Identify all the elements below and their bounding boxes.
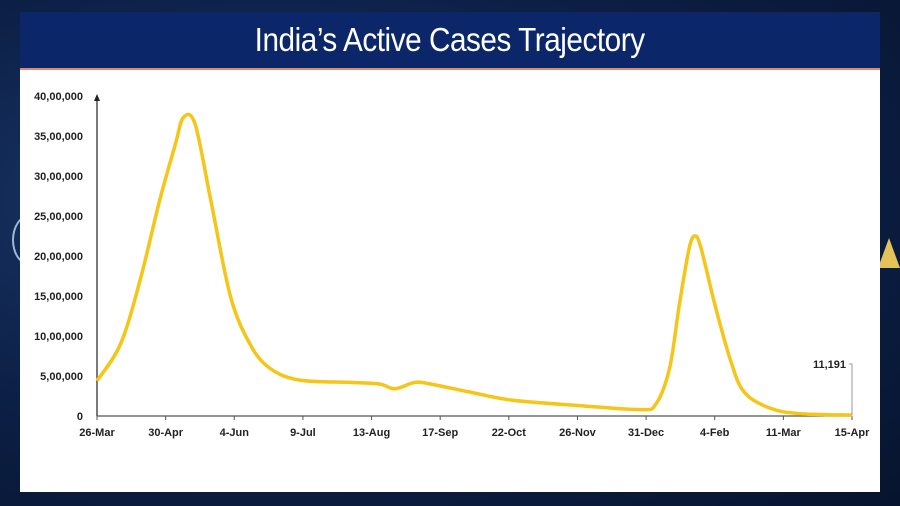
chart-title: India’s Active Cases Trajectory	[255, 21, 645, 58]
x-tick-label: 22-Oct	[492, 427, 527, 439]
y-tick-label: 25,00,000	[34, 211, 83, 223]
x-tick-label: 4-Jun	[220, 427, 250, 439]
chart-panel	[20, 70, 880, 492]
annotation-label: 11,191	[813, 359, 846, 371]
x-tick-label: 4-Feb	[700, 427, 730, 439]
x-tick-label: 26-Mar	[79, 427, 115, 439]
x-tick-label: 15-Apr	[835, 427, 871, 439]
y-tick-label: 5,00,000	[40, 371, 83, 383]
y-tick-label: 10,00,000	[34, 331, 83, 343]
y-tick-label: 40,00,000	[34, 91, 83, 103]
x-tick-label: 11-Mar	[766, 427, 802, 439]
annotation-leader-line	[849, 363, 853, 416]
title-banner: India’s Active Cases Trajectory	[20, 12, 880, 70]
y-axis-arrow	[94, 94, 100, 101]
y-tick-label: 15,00,000	[34, 291, 83, 303]
x-tick-label: 26-Nov	[559, 427, 597, 439]
x-tick-label: 13-Aug	[353, 427, 390, 439]
y-tick-label: 0	[77, 411, 83, 423]
x-tick-label: 31-Dec	[628, 427, 664, 439]
background-triangle-decoration	[878, 238, 900, 268]
y-tick-label: 35,00,000	[34, 131, 83, 143]
x-tick-label: 17-Sep	[422, 427, 458, 439]
y-tick-label: 20,00,000	[34, 251, 83, 263]
series-line-active-cases	[95, 112, 853, 417]
y-tick-label: 30,00,000	[34, 171, 83, 183]
x-tick-label: 30-Apr	[148, 427, 184, 439]
x-tick-label: 9-Jul	[290, 427, 316, 439]
